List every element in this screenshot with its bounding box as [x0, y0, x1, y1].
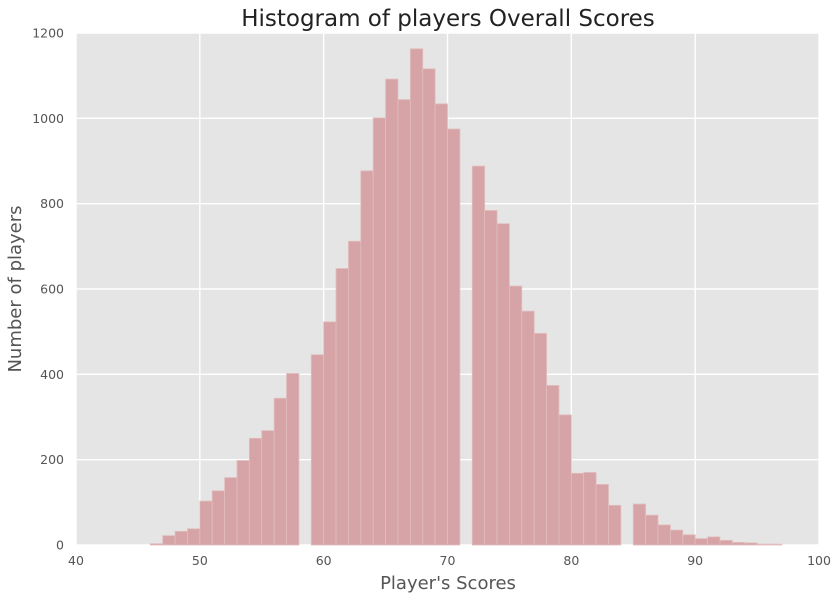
histogram-bar — [707, 536, 721, 546]
y-tick-label: 800 — [40, 196, 64, 211]
histogram-bar — [769, 543, 783, 546]
histogram-bar — [558, 414, 572, 546]
x-axis-label: Player's Scores — [380, 573, 516, 594]
histogram-bar — [335, 268, 349, 546]
y-tick-label: 0 — [56, 538, 64, 553]
histogram-bar — [509, 285, 523, 546]
histogram-bar — [248, 437, 263, 546]
histogram-bar — [323, 321, 337, 546]
histogram-bar — [632, 503, 647, 546]
histogram-bar — [434, 103, 448, 546]
y-tick-label: 200 — [40, 452, 64, 467]
histogram-bar — [199, 500, 213, 546]
chart-title: Histogram of players Overall Scores — [241, 6, 655, 32]
histogram-bar — [546, 385, 560, 546]
histogram-bar — [409, 48, 424, 546]
histogram-bar — [422, 68, 436, 546]
x-axis-ticks: 40 50 60 70 80 90 100 — [68, 553, 831, 568]
histogram-bar — [756, 543, 770, 546]
histogram-bar — [682, 534, 696, 546]
x-tick-label: 60 — [316, 553, 332, 568]
x-tick-label: 50 — [192, 553, 208, 568]
histogram-bar — [496, 223, 510, 546]
histogram-bar — [261, 430, 275, 546]
histogram-bar — [670, 529, 684, 546]
histogram-bar — [595, 484, 609, 546]
histogram-bar — [731, 542, 746, 546]
histogram-bar — [360, 170, 374, 546]
x-tick-label: 80 — [563, 553, 579, 568]
histogram-bar — [286, 373, 300, 546]
histogram-bar — [583, 472, 597, 546]
bars — [149, 48, 783, 546]
y-axis-ticks: 0 200 400 600 800 1000 1200 — [32, 26, 64, 553]
histogram-bar — [211, 490, 225, 546]
histogram-bar — [533, 332, 547, 546]
histogram-bar — [273, 397, 287, 546]
y-tick-label: 1000 — [32, 111, 64, 126]
x-tick-label: 70 — [440, 553, 456, 568]
histogram-bar — [224, 477, 238, 546]
histogram-bar — [719, 539, 733, 546]
histogram-bar — [310, 354, 325, 546]
y-tick-label: 400 — [40, 367, 64, 382]
histogram-bar — [645, 514, 659, 546]
histogram-bar — [348, 240, 362, 546]
histogram-bar — [471, 165, 486, 546]
histogram-bar — [447, 128, 461, 546]
histogram-bar — [521, 310, 535, 546]
x-tick-label: 40 — [68, 553, 84, 568]
histogram-bar — [385, 78, 399, 546]
histogram-bar — [657, 524, 671, 546]
histogram-bar — [744, 542, 758, 546]
histogram-bar — [187, 528, 201, 546]
y-tick-label: 1200 — [32, 26, 64, 41]
histogram-bar — [484, 210, 498, 546]
histogram-bar — [570, 472, 585, 546]
x-tick-label: 100 — [807, 553, 831, 568]
histogram-bar — [694, 538, 708, 546]
histogram-bar — [236, 460, 250, 546]
histogram-bar — [397, 99, 411, 546]
histogram-bar — [372, 117, 386, 546]
histogram-bar — [162, 535, 176, 546]
y-tick-label: 600 — [40, 282, 64, 297]
y-axis-label: Number of players — [5, 205, 26, 372]
x-tick-label: 90 — [687, 553, 703, 568]
histogram-bar — [149, 543, 164, 546]
histogram-bar — [608, 504, 622, 546]
histogram-bar — [174, 530, 188, 546]
